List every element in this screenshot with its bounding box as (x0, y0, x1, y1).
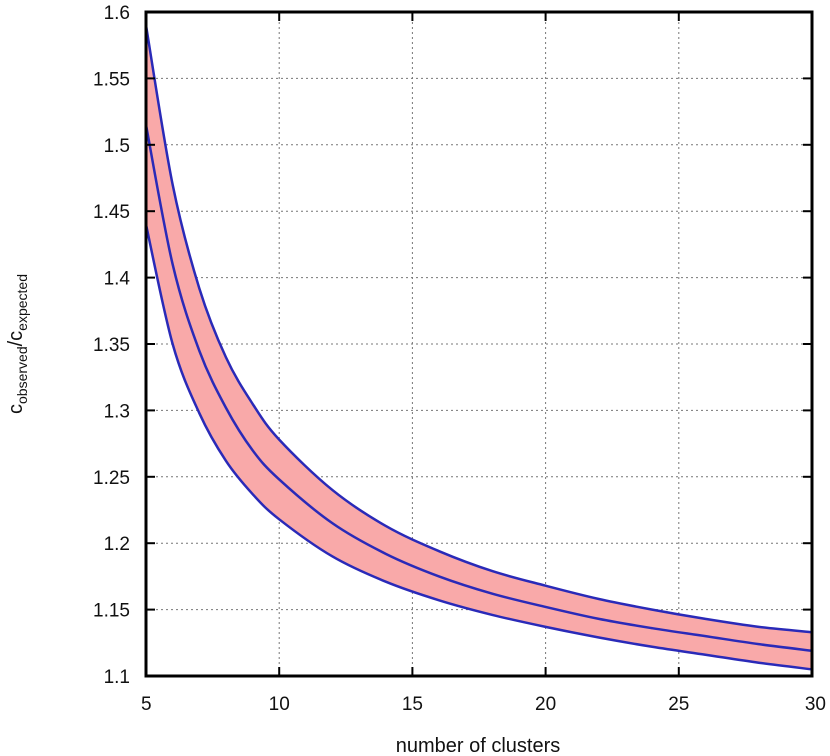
y-axis-title-base1: c (5, 404, 27, 414)
y-tick-label: 1.4 (104, 269, 131, 290)
y-axis-title-slash: / (5, 340, 27, 346)
lower-bound-line (144, 224, 813, 671)
y-tick-label: 1.25 (93, 468, 130, 489)
y-axis-title-sub2: expected (14, 274, 30, 331)
y-tick-label: 1.55 (93, 69, 130, 90)
y-axis-title: cobserved/cexpected (5, 274, 30, 414)
y-tick-label: 1.15 (93, 601, 130, 622)
confidence-band (146, 25, 812, 670)
x-tick-labels: 5 10 15 20 25 30 (141, 694, 826, 715)
series-lines (144, 25, 813, 671)
y-tick-label: 1.2 (104, 534, 130, 555)
y-tick-label: 1.3 (104, 401, 130, 422)
x-tick-label: 15 (402, 694, 423, 715)
y-tick-label: 1.1 (104, 667, 130, 688)
grid (146, 12, 812, 676)
x-tick-label: 5 (141, 694, 152, 715)
x-tick-label: 25 (668, 694, 689, 715)
x-tick-label: 30 (805, 694, 826, 715)
y-tick-label: 1.5 (104, 136, 130, 157)
x-tick-label: 20 (535, 694, 556, 715)
y-tick-label: 1.45 (93, 202, 130, 223)
y-tick-label: 1.35 (93, 335, 130, 356)
y-axis-title-base2: c (5, 331, 27, 341)
y-tick-labels: 1.1 1.15 1.2 1.25 1.3 1.35 1.4 1.45 1.5 1.55 1.6 (93, 3, 130, 688)
central-line (144, 124, 813, 653)
x-tick-label: 10 (269, 694, 290, 715)
upper-bound-line (144, 25, 813, 634)
axis-ticks (145, 11, 813, 677)
y-tick-label: 1.6 (104, 3, 130, 24)
x-axis-title: number of clusters (396, 735, 561, 756)
y-axis-title-sub1: observed (14, 346, 30, 404)
